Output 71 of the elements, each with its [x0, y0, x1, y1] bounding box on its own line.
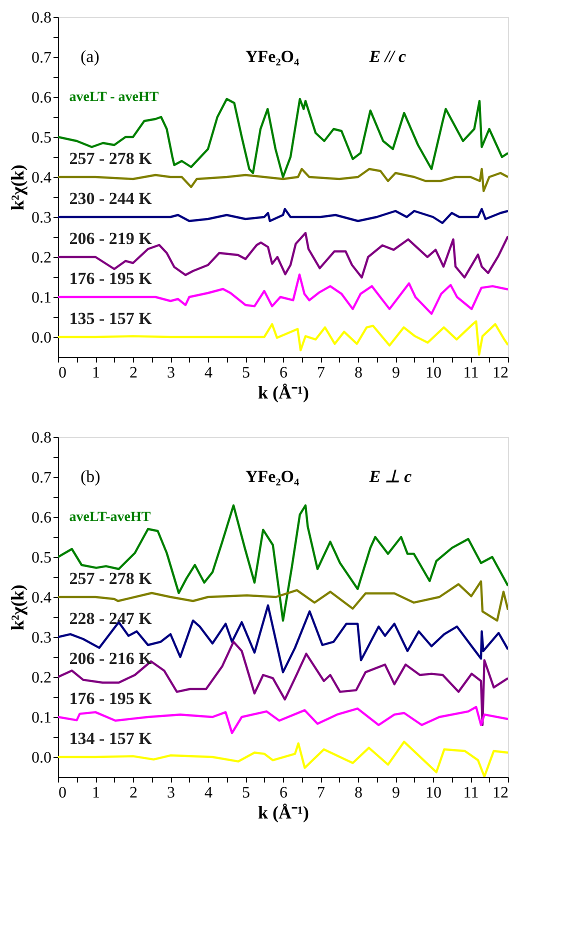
x-tick-label: 4	[204, 784, 212, 802]
annotation: E // c	[368, 47, 407, 66]
x-tick-label: 6	[280, 364, 288, 382]
x-tick-label: 3	[167, 364, 175, 382]
y-tick-label: 0.7	[32, 50, 52, 66]
x-tick-label: 2	[130, 364, 138, 382]
series-label: 257 - 278 K	[69, 569, 153, 588]
x-tick-label: 3	[167, 784, 175, 802]
x-tick-label: 12	[492, 784, 508, 802]
series-label: 176 - 195 K	[69, 689, 153, 708]
annotation: YFe₂O₄	[246, 47, 300, 66]
annotation: (b)	[80, 467, 100, 486]
x-tick-label: 0	[58, 364, 66, 382]
y-tick-label: 0.5	[32, 130, 52, 146]
x-tick-label: 4	[204, 364, 212, 382]
x-tick-label: 5	[242, 364, 250, 382]
y-tick-label: 0.8	[32, 430, 52, 446]
y-tick-label: 0.6	[32, 510, 52, 526]
y-tick-label: 0.0	[32, 330, 52, 346]
x-tick-label: 8	[354, 364, 362, 382]
series-label: 206 - 219 K	[69, 229, 153, 248]
y-axis-title: k²χ(k)	[8, 164, 28, 210]
series-label: 135 - 157 K	[69, 309, 153, 328]
x-tick-label: 1	[92, 364, 100, 382]
y-tick-label: 0.7	[32, 470, 52, 486]
x-tick-label: 1	[92, 784, 100, 802]
y-tick-label: 0.4	[32, 170, 52, 186]
annotation: YFe₂O₄	[246, 467, 300, 486]
y-tick-label: 0.2	[32, 250, 52, 266]
x-tick-label: 0	[58, 784, 66, 802]
series-label: aveLT - aveHT	[69, 90, 160, 105]
y-axis-title: k²χ(k)	[8, 584, 28, 630]
x-tick-label: 9	[392, 364, 400, 382]
x-tick-label: 10	[426, 784, 442, 802]
y-tick-label: 0.1	[32, 290, 52, 306]
series-label: 228 - 247 K	[69, 609, 153, 628]
y-tick-label: 0.2	[32, 670, 52, 686]
y-tick-label: 0.0	[32, 750, 52, 766]
y-tick-label: 0.6	[32, 90, 52, 106]
y-tick-label: 0.1	[32, 710, 52, 726]
series-label: 134 - 157 K	[69, 729, 153, 748]
line-series	[58, 706, 508, 734]
series-label: aveLT-aveHT	[69, 510, 152, 525]
y-tick-label: 0.5	[32, 550, 52, 566]
line-series	[58, 208, 508, 224]
line-series	[58, 640, 508, 726]
y-tick-label: 0.3	[32, 210, 52, 226]
y-tick-label: 0.8	[32, 10, 52, 26]
x-tick-label: 8	[354, 784, 362, 802]
x-tick-label: 7	[317, 784, 325, 802]
y-tick-label: 0.3	[32, 630, 52, 646]
x-tick-label: 11	[463, 784, 479, 802]
x-tick-label: 5	[242, 784, 250, 802]
series-label: 176 - 195 K	[69, 269, 153, 288]
line-series	[58, 604, 508, 674]
x-tick-label: 9	[392, 784, 400, 802]
series-label: 257 - 278 K	[69, 149, 153, 168]
y-tick-label: 0.4	[32, 590, 52, 606]
line-series	[58, 168, 508, 192]
annotation: E ⊥ c	[368, 467, 412, 486]
x-axis-title: k (Å⁻¹)	[258, 382, 309, 402]
annotation: (a)	[80, 47, 100, 66]
x-tick-label: 2	[130, 784, 138, 802]
x-axis-title: k (Å⁻¹)	[258, 802, 309, 822]
x-tick-label: 12	[492, 364, 508, 382]
x-tick-label: 6	[280, 784, 288, 802]
x-tick-label: 7	[317, 364, 325, 382]
x-tick-label: 11	[463, 364, 479, 382]
x-tick-label: 10	[426, 364, 442, 382]
series-label: 230 - 244 K	[69, 189, 153, 208]
series-label: 206 - 216 K	[69, 649, 153, 668]
